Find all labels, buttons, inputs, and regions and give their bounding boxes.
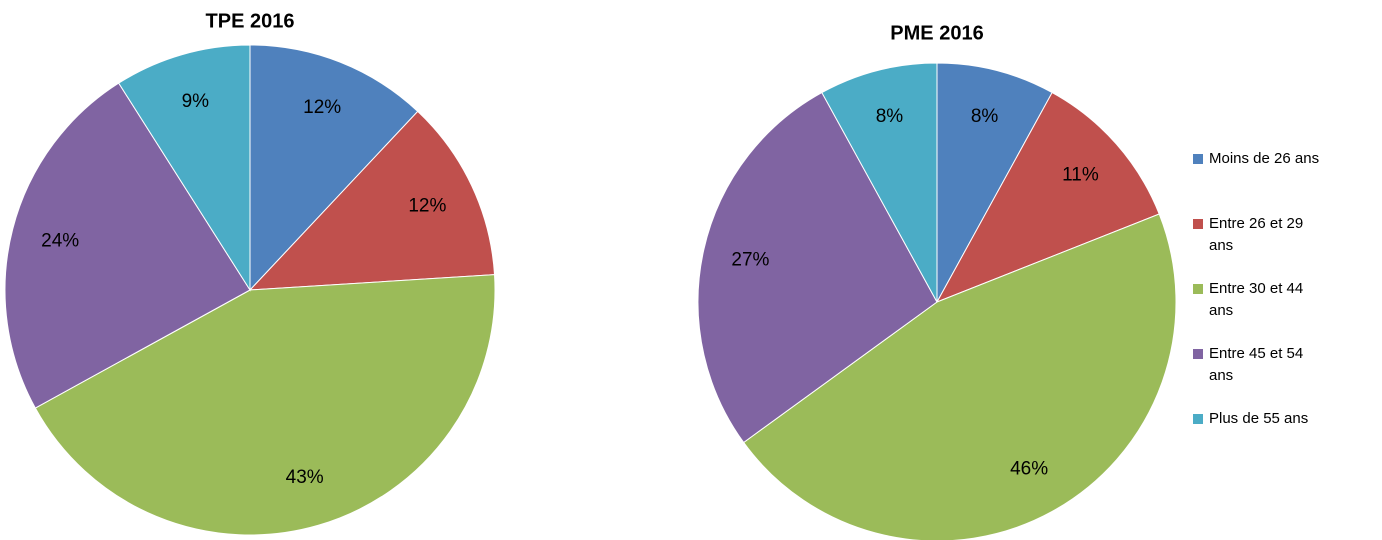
legend-item: Entre 45 et 54 ans [1193, 343, 1323, 408]
legend-swatch [1193, 219, 1203, 229]
pie-slice [118, 44, 251, 292]
legend-label: Entre 45 et 54 ans [1209, 345, 1304, 384]
legend-swatch [1193, 154, 1203, 164]
legend-swatch [1193, 414, 1203, 424]
pie-slice [697, 91, 938, 444]
data-label: 27% [731, 249, 769, 270]
pie-slice [935, 91, 1160, 303]
data-label: 24% [41, 230, 79, 251]
chart-title: TPE 2016 [206, 10, 295, 32]
legend-label: Entre 30 et 44 ans [1209, 280, 1304, 319]
pie-slice [4, 82, 251, 409]
legend-item: Entre 30 et 44 ans [1193, 278, 1323, 343]
data-label: 11% [1062, 165, 1099, 186]
legend: Moins de 26 ans Entre 26 et 29 ans Entre 3… [1193, 148, 1323, 473]
data-label: 8% [876, 106, 904, 127]
legend-swatch [1193, 349, 1203, 359]
legend-swatch [1193, 284, 1203, 294]
chart-title: PME 2016 [890, 22, 983, 44]
pie-slice [249, 44, 419, 292]
legend-item: Plus de 55 ans [1193, 408, 1323, 473]
data-label: 12% [303, 97, 341, 118]
legend-item: Moins de 26 ans [1193, 148, 1323, 213]
pie-slice [248, 110, 496, 291]
data-label: 12% [408, 196, 446, 217]
data-label: 8% [971, 106, 999, 127]
data-label: 43% [286, 467, 324, 488]
pie-slice [742, 213, 1177, 540]
pie-slice [34, 274, 496, 536]
legend-label: Entre 26 et 29 ans [1209, 215, 1304, 254]
legend-item: Entre 26 et 29 ans [1193, 213, 1323, 278]
pie-slice [936, 62, 1053, 303]
legend-label: Plus de 55 ans [1209, 410, 1309, 427]
legend-label: Moins de 26 ans [1209, 150, 1320, 167]
data-label: 46% [1010, 459, 1048, 480]
pie-slice [821, 62, 938, 303]
data-label: 9% [182, 91, 210, 112]
